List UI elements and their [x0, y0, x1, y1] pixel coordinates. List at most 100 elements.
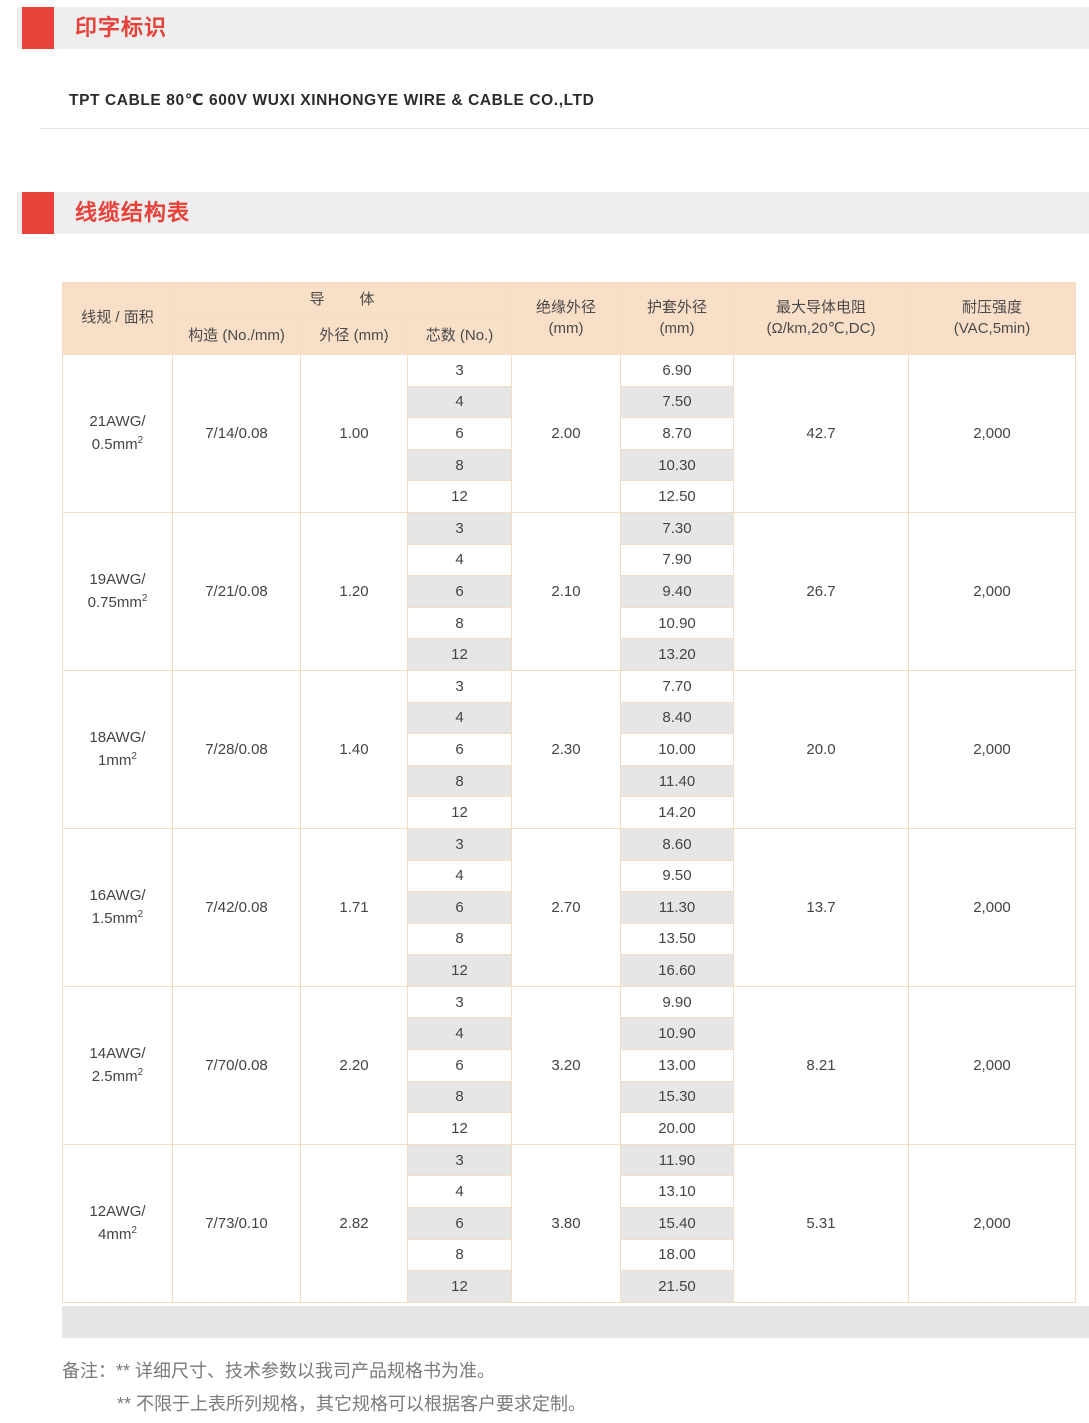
section-title-cable-structure: 线缆结构表 — [75, 200, 191, 225]
cell-sheath-od: 14.20 — [620, 796, 734, 829]
table-row: 4 8.40 — [63, 701, 1076, 735]
cell-sheath-od: 10.90 — [620, 606, 734, 640]
cell-sheath-od: 13.00 — [620, 1049, 734, 1082]
table-head-row-top: 线规 / 面积 导 体 绝缘外径 (mm) 护套外径 (mm) 最大导体电阻 (… — [62, 282, 1076, 355]
gauge-line-2: 2.5mm2 — [91, 1067, 144, 1086]
cell-max-resistance: 20.0 — [733, 669, 909, 829]
cell-sheath-od: 8.40 — [620, 701, 734, 735]
cell-core-count: 8 — [407, 764, 512, 798]
table-row: 4 7.50 — [63, 385, 1076, 419]
cell-insulation-od: 2.70 — [511, 827, 621, 987]
col-header-core-count: 芯数 (No.) — [407, 318, 512, 355]
cell-dielectric-strength: 2,000 — [908, 827, 1076, 987]
cell-sheath-od: 7.90 — [620, 543, 734, 577]
table-row: 8 15.30 — [63, 1080, 1076, 1114]
gauge-superscript: 2 — [131, 1225, 137, 1237]
col-header-max-resistance-line2: (Ω/km,20℃,DC) — [766, 319, 876, 337]
cell-core-count: 3 — [407, 669, 512, 703]
cell-sheath-od: 9.90 — [620, 985, 734, 1019]
cell-max-resistance: 8.21 — [733, 985, 909, 1145]
cell-core-count: 6 — [407, 575, 512, 608]
cell-core-count: 8 — [407, 606, 512, 640]
col-header-sheath-od-line1: 护套外径 — [646, 299, 707, 317]
cell-max-resistance: 42.7 — [733, 354, 909, 513]
table-row: 8 10.90 — [63, 606, 1076, 640]
cell-construction: 7/73/0.10 — [172, 1143, 301, 1303]
cell-core-count: 6 — [407, 891, 512, 924]
cell-conductor-od: 1.00 — [300, 354, 408, 513]
cell-insulation-od: 3.20 — [511, 985, 621, 1145]
cell-insulation-od: 2.30 — [511, 669, 621, 829]
cell-core-count: 4 — [407, 1017, 512, 1051]
gauge-line-1: 18AWG/ — [89, 729, 146, 747]
table-row: 14AWG/2.5mm2 7/70/0.08 2.20 3 3.20 9.90 8.21 2,… — [62, 985, 1076, 1145]
cell-conductor-od: 2.20 — [300, 985, 408, 1145]
table-head: 线规 / 面积 导 体 绝缘外径 (mm) 护套外径 (mm) 最大导体电阻 (… — [62, 282, 1076, 355]
col-header-max-resistance-line1: 最大导体电阻 — [775, 299, 866, 317]
cell-sheath-od: 7.50 — [620, 385, 734, 419]
gauge-line-1: 16AWG/ — [89, 887, 146, 905]
cell-core-count: 6 — [407, 417, 512, 450]
table-row: 18AWG/1mm2 7/28/0.08 1.40 3 2.30 7.70 20.0 2,00… — [62, 669, 1076, 829]
table-row: 4 7.90 — [63, 543, 1076, 577]
red-swatch-icon — [22, 7, 54, 49]
gauge-superscript: 2 — [131, 751, 137, 763]
cell-sheath-od: 7.30 — [620, 511, 734, 545]
table-row: 19AWG/0.75mm2 7/21/0.08 1.20 3 2.10 7.30 26.7 2… — [62, 511, 1076, 671]
cell-sheath-od: 21.50 — [620, 1270, 734, 1303]
cell-construction: 7/14/0.08 — [172, 354, 301, 513]
cell-construction: 7/28/0.08 — [172, 669, 301, 829]
col-header-construction: 构造 (No./mm) — [172, 318, 301, 355]
col-header-conductor-group: 导 体 — [172, 282, 512, 319]
cell-sheath-od: 13.10 — [620, 1175, 734, 1209]
gauge-line-2: 4mm2 — [98, 1225, 137, 1244]
cell-sheath-od: 11.30 — [620, 891, 734, 924]
col-header-sheath-od: 护套外径 (mm) — [620, 282, 734, 355]
section-header-cable-structure: 线缆结构表 — [17, 192, 1089, 234]
cell-core-count: 12 — [407, 1270, 512, 1303]
cell-core-count: 6 — [407, 733, 512, 766]
table-row: 12 12.50 — [63, 480, 1076, 513]
cell-gauge-area: 21AWG/0.5mm2 — [62, 354, 173, 513]
table-row: 12 13.20 — [63, 638, 1076, 671]
cell-sheath-od: 18.00 — [620, 1238, 734, 1272]
col-header-insulation-od-line2: (mm) — [548, 319, 584, 337]
col-header-gauge-area: 线规 / 面积 — [62, 282, 173, 355]
cell-core-count: 12 — [407, 638, 512, 671]
cell-sheath-od: 10.00 — [620, 733, 734, 766]
cell-conductor-od: 1.20 — [300, 511, 408, 671]
note-line-2: ** 不限于上表所列规格，其它规格可以根据客户要求定制。 — [117, 1394, 587, 1415]
cell-dielectric-strength: 2,000 — [908, 511, 1076, 671]
print-marking-text: TPT CABLE 80℃ 600V WUXI XINHONGYE WIRE &… — [69, 91, 595, 109]
cell-sheath-od: 9.50 — [620, 859, 734, 893]
gauge-line-2: 1.5mm2 — [91, 909, 144, 928]
cell-construction: 7/21/0.08 — [172, 511, 301, 671]
cell-dielectric-strength: 2,000 — [908, 669, 1076, 829]
cell-sheath-od: 8.70 — [620, 417, 734, 450]
cell-core-count: 12 — [407, 480, 512, 513]
table-row: 6 8.70 — [63, 417, 1076, 450]
cell-core-count: 8 — [407, 922, 512, 956]
cell-core-count: 4 — [407, 859, 512, 893]
cell-core-count: 3 — [407, 827, 512, 861]
cell-sheath-od: 11.40 — [620, 764, 734, 798]
table-head-row-sub: 构造 (No./mm) 外径 (mm) 芯数 (No.) — [63, 318, 1076, 355]
cable-structure-table-wrap: 线规 / 面积 导 体 绝缘外径 (mm) 护套外径 (mm) 最大导体电阻 (… — [62, 282, 1076, 1303]
cell-gauge-area: 18AWG/1mm2 — [62, 669, 173, 829]
cell-sheath-od: 10.30 — [620, 448, 734, 482]
cell-max-resistance: 13.7 — [733, 827, 909, 987]
cell-sheath-od: 16.60 — [620, 954, 734, 987]
cell-sheath-od: 12.50 — [620, 480, 734, 513]
section-header-print-marking: 印字标识 — [17, 7, 1089, 49]
col-header-insulation-od-line1: 绝缘外径 — [535, 299, 596, 317]
gauge-line-1: 19AWG/ — [89, 571, 146, 589]
cell-sheath-od: 6.90 — [620, 354, 734, 387]
note-line-1: 备注：** 详细尺寸、技术参数以我司产品规格书为准。 — [62, 1361, 496, 1381]
table-row: 4 13.10 — [63, 1175, 1076, 1209]
cell-insulation-od: 2.10 — [511, 511, 621, 671]
cell-gauge-area: 14AWG/2.5mm2 — [62, 985, 173, 1145]
cell-core-count: 12 — [407, 796, 512, 829]
col-header-conductor-od: 外径 (mm) — [300, 318, 408, 355]
cell-dielectric-strength: 2,000 — [908, 354, 1076, 513]
